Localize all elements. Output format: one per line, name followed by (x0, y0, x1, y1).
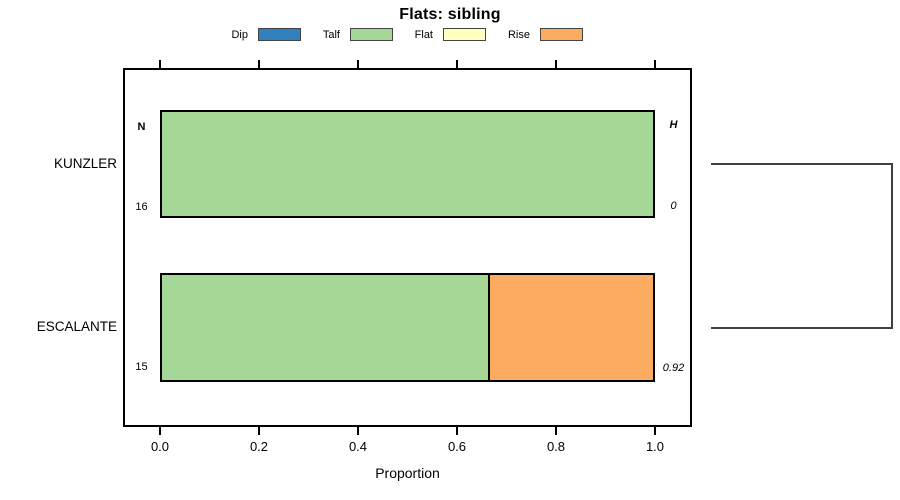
legend-swatch (540, 28, 583, 41)
dendrogram-branch (711, 163, 893, 165)
h-value: 0.92 (662, 362, 685, 374)
stacked-bar (160, 273, 655, 382)
legend-label: Flat (414, 29, 433, 41)
x-tick-label: 0.4 (348, 439, 368, 454)
legend-swatch (258, 28, 301, 41)
x-tick-top (456, 60, 458, 68)
y-category-label: KUNZLER (53, 156, 117, 171)
bar-segment-talf (162, 112, 653, 216)
legend-label: Talf (322, 29, 340, 41)
dendrogram-merge-line (891, 163, 893, 329)
n-column-header: N (137, 121, 146, 133)
legend-swatch (443, 28, 486, 41)
x-axis-title: Proportion (375, 465, 440, 481)
x-tick-top (555, 60, 557, 68)
x-tick-label: 0.2 (249, 439, 269, 454)
x-tick-label: 0.8 (546, 439, 566, 454)
stacked-bar (160, 110, 655, 218)
x-tick (357, 427, 359, 435)
x-tick-label: 0.6 (447, 439, 467, 454)
legend-label: Dip (231, 29, 248, 41)
y-category-label: ESCALANTE (36, 319, 117, 334)
legend-label: Rise (507, 29, 530, 41)
dendrogram-branch (711, 327, 893, 329)
legend-swatch (350, 28, 393, 41)
n-value: 15 (135, 361, 148, 373)
chart-title: Flats: sibling (399, 6, 501, 23)
x-tick (654, 427, 656, 435)
bar-segment-talf (162, 275, 489, 380)
x-tick (159, 427, 161, 435)
x-tick-top (357, 60, 359, 68)
n-value: 16 (135, 201, 148, 213)
x-tick-top (159, 60, 161, 68)
x-tick (456, 427, 458, 435)
h-column-header: H (669, 119, 678, 131)
bar-segment-rise (488, 275, 653, 380)
x-tick-top (654, 60, 656, 68)
x-tick (258, 427, 260, 435)
x-tick (555, 427, 557, 435)
x-tick-label: 1.0 (645, 439, 665, 454)
h-value: 0 (670, 200, 677, 212)
x-tick-label: 0.0 (150, 439, 170, 454)
x-tick-top (258, 60, 260, 68)
